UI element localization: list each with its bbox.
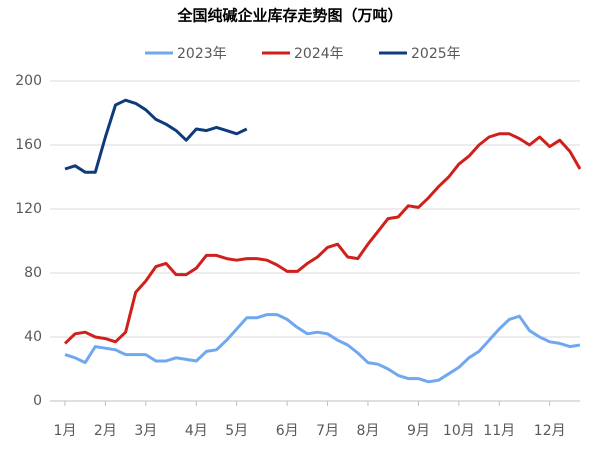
y-tick-label: 80: [24, 265, 42, 281]
x-tick-label: 1月: [54, 423, 77, 439]
x-tick-label: 12月: [534, 423, 566, 439]
y-tick-label: 120: [15, 201, 42, 217]
x-tick-label: 5月: [225, 423, 248, 439]
x-tick-label: 9月: [407, 423, 430, 439]
legend-label: 2023年: [177, 46, 227, 62]
x-tick-label: 7月: [316, 423, 339, 439]
chart-title: 全国纯碱企业库存走势图（万吨）: [176, 7, 402, 25]
y-tick-label: 0: [33, 393, 42, 409]
x-tick-label: 6月: [276, 423, 299, 439]
series-line: [64, 98, 248, 174]
series-line: [64, 313, 581, 384]
x-tick-label: 3月: [134, 423, 157, 439]
series-line: [63, 132, 582, 345]
x-tick-label: 11月: [483, 423, 515, 439]
y-tick-label: 40: [24, 329, 42, 345]
x-tick-label: 2月: [94, 423, 117, 439]
x-tick-label: 4月: [185, 423, 208, 439]
legend-label: 2025年: [411, 46, 461, 62]
x-tick-label: 8月: [356, 423, 379, 439]
x-tick-label: 10月: [443, 423, 475, 439]
y-tick-label: 200: [15, 73, 42, 89]
y-tick-label: 160: [15, 137, 42, 153]
legend-label: 2024年: [294, 46, 344, 62]
